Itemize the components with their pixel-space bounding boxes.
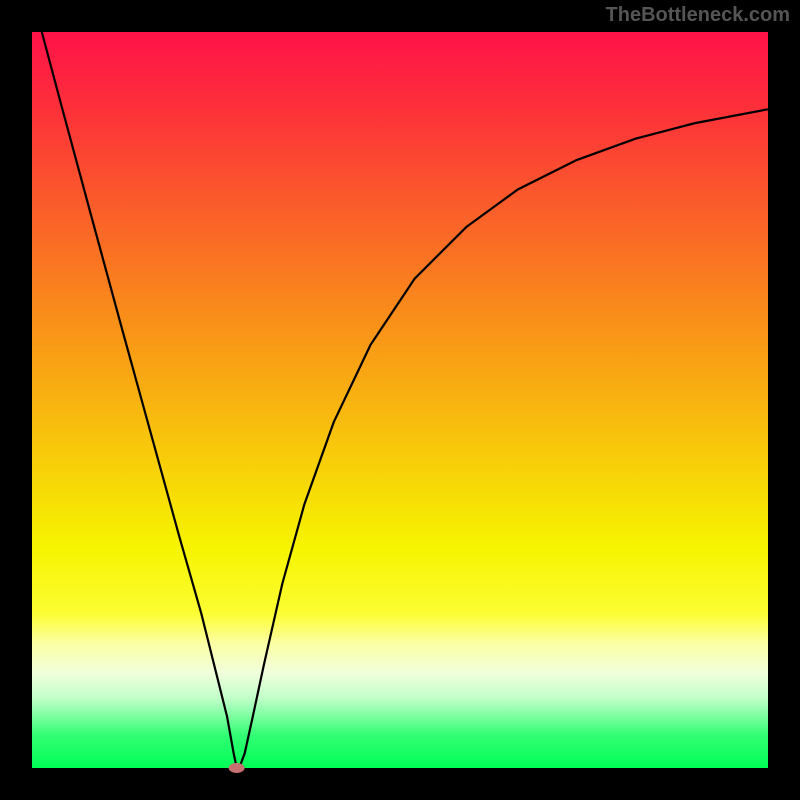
plot-svg xyxy=(0,0,800,800)
chart-frame: TheBottleneck.com xyxy=(0,0,800,800)
optimal-point-marker xyxy=(229,763,245,773)
